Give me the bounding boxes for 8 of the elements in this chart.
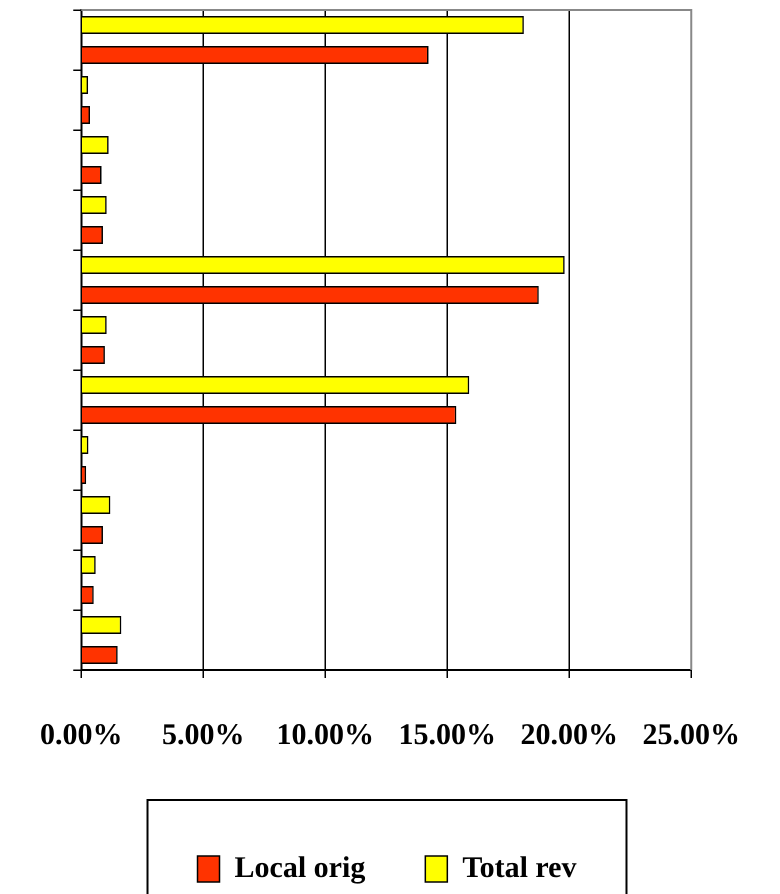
x-tick-label: 20.00% [520,718,618,751]
x-tick-label: 5.00% [162,718,244,751]
x-tick-label: 10.00% [276,718,374,751]
legend-label: Local orig [234,850,366,884]
x-tick-label: 0.00% [40,718,122,751]
x-tick-label: 25.00% [642,718,740,751]
legend-label: Total rev [462,850,576,884]
x-tick-label: 15.00% [398,718,496,751]
